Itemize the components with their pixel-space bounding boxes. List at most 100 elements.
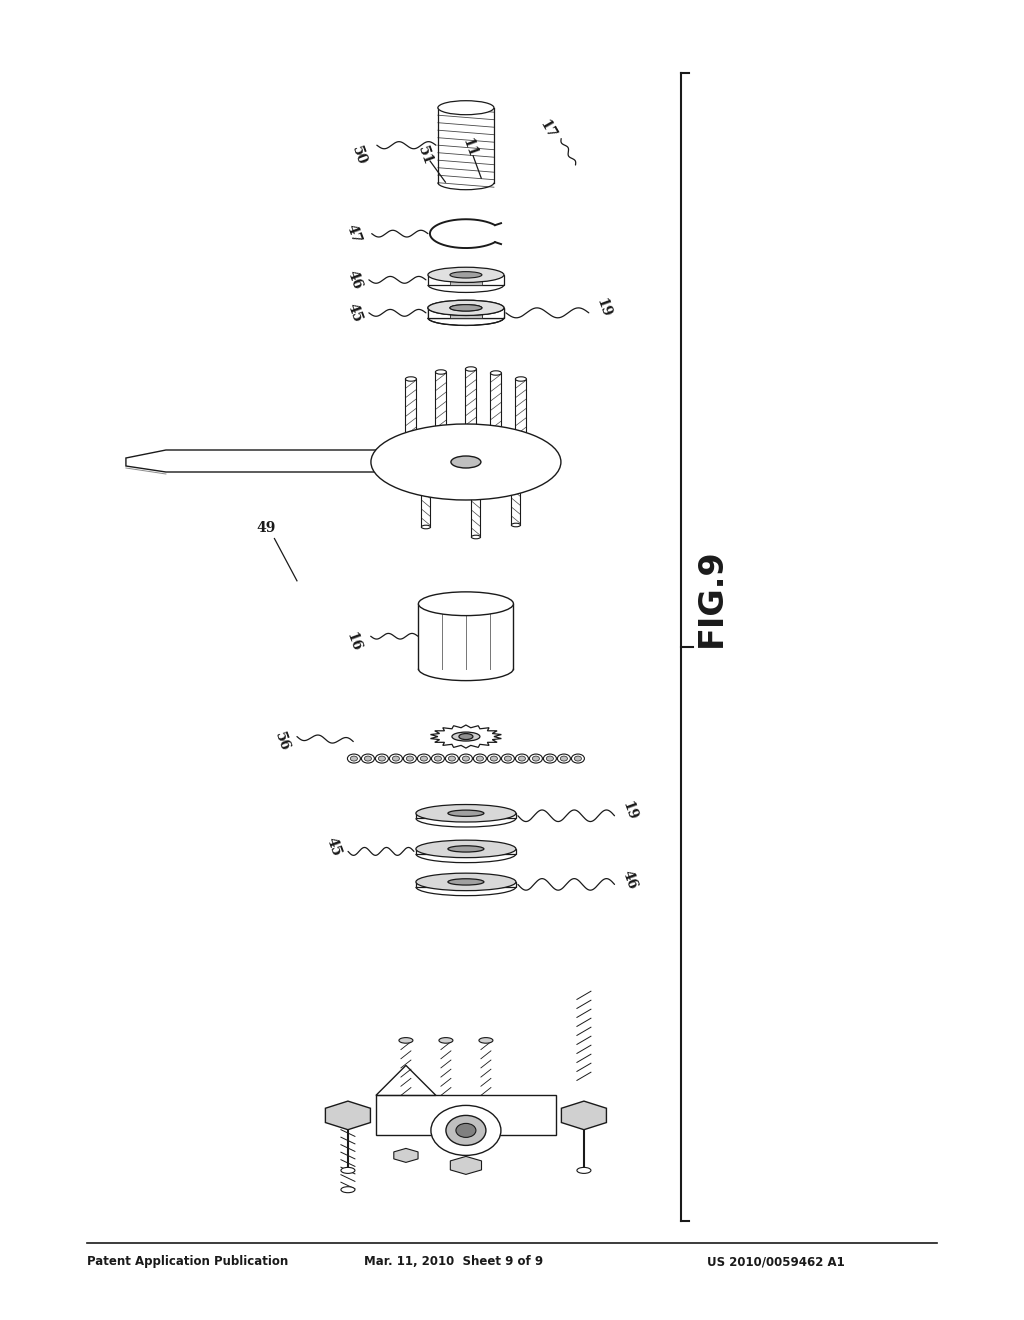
- Ellipse shape: [422, 525, 430, 529]
- Ellipse shape: [447, 846, 484, 851]
- Polygon shape: [430, 725, 502, 748]
- Ellipse shape: [505, 756, 511, 762]
- Ellipse shape: [341, 1187, 355, 1193]
- Ellipse shape: [350, 756, 357, 762]
- Ellipse shape: [490, 371, 502, 375]
- Text: 49: 49: [257, 521, 275, 535]
- Text: 45: 45: [324, 836, 343, 858]
- Ellipse shape: [577, 1167, 591, 1173]
- Ellipse shape: [502, 754, 514, 763]
- Ellipse shape: [399, 1038, 413, 1043]
- Ellipse shape: [447, 810, 484, 816]
- Ellipse shape: [544, 754, 556, 763]
- Text: 47: 47: [344, 222, 364, 246]
- Bar: [428, 275, 504, 285]
- Polygon shape: [326, 1101, 371, 1130]
- Bar: [447, 882, 484, 887]
- Bar: [416, 849, 516, 854]
- Text: 50: 50: [349, 144, 369, 166]
- Text: 16: 16: [343, 630, 364, 652]
- Text: 19: 19: [594, 297, 613, 319]
- Ellipse shape: [476, 756, 483, 762]
- Ellipse shape: [416, 840, 516, 858]
- Ellipse shape: [479, 1038, 493, 1043]
- Ellipse shape: [449, 756, 456, 762]
- Ellipse shape: [445, 754, 459, 763]
- Ellipse shape: [459, 734, 473, 739]
- Ellipse shape: [392, 756, 399, 762]
- Text: 45: 45: [344, 301, 364, 325]
- Text: 11: 11: [459, 136, 479, 160]
- Ellipse shape: [445, 1115, 486, 1146]
- Ellipse shape: [407, 756, 414, 762]
- Ellipse shape: [438, 100, 494, 115]
- Ellipse shape: [416, 804, 516, 822]
- Text: 46: 46: [620, 869, 639, 891]
- Bar: [450, 308, 482, 318]
- Ellipse shape: [431, 754, 444, 763]
- Ellipse shape: [418, 754, 430, 763]
- Polygon shape: [376, 1065, 436, 1096]
- Ellipse shape: [547, 756, 553, 762]
- Bar: [416, 813, 516, 818]
- Ellipse shape: [341, 1167, 355, 1173]
- Ellipse shape: [466, 367, 476, 371]
- Polygon shape: [126, 450, 381, 473]
- Bar: [428, 308, 504, 318]
- Ellipse shape: [365, 756, 372, 762]
- Polygon shape: [451, 1156, 481, 1175]
- Ellipse shape: [379, 756, 385, 762]
- Ellipse shape: [490, 756, 498, 762]
- Ellipse shape: [406, 376, 417, 381]
- Bar: [376, 1096, 556, 1135]
- Text: 46: 46: [344, 268, 364, 292]
- Bar: [447, 849, 484, 854]
- Text: 19: 19: [620, 800, 639, 822]
- Text: Mar. 11, 2010  Sheet 9 of 9: Mar. 11, 2010 Sheet 9 of 9: [364, 1255, 543, 1269]
- Ellipse shape: [456, 1123, 476, 1138]
- Ellipse shape: [487, 754, 501, 763]
- Ellipse shape: [431, 1105, 501, 1155]
- Ellipse shape: [557, 754, 570, 763]
- Ellipse shape: [428, 267, 504, 282]
- Ellipse shape: [450, 272, 482, 279]
- Bar: [447, 813, 484, 818]
- Text: 17: 17: [537, 117, 559, 141]
- Ellipse shape: [403, 754, 417, 763]
- Ellipse shape: [460, 754, 472, 763]
- Ellipse shape: [434, 756, 441, 762]
- Ellipse shape: [511, 523, 520, 527]
- Ellipse shape: [560, 756, 567, 762]
- Ellipse shape: [574, 756, 582, 762]
- Ellipse shape: [529, 754, 543, 763]
- Bar: [428, 308, 504, 318]
- Ellipse shape: [447, 879, 484, 884]
- Text: 56: 56: [271, 730, 292, 752]
- Bar: [450, 275, 482, 285]
- Ellipse shape: [419, 591, 513, 615]
- Ellipse shape: [450, 305, 482, 312]
- Text: Patent Application Publication: Patent Application Publication: [87, 1255, 289, 1269]
- Ellipse shape: [347, 754, 360, 763]
- Ellipse shape: [518, 756, 525, 762]
- Ellipse shape: [439, 1038, 453, 1043]
- Bar: [450, 308, 482, 318]
- Ellipse shape: [371, 424, 561, 500]
- Ellipse shape: [451, 455, 481, 469]
- Polygon shape: [561, 1101, 606, 1130]
- Ellipse shape: [515, 754, 528, 763]
- Ellipse shape: [452, 733, 480, 741]
- Ellipse shape: [389, 754, 402, 763]
- Bar: [416, 882, 516, 887]
- Ellipse shape: [428, 300, 504, 315]
- Ellipse shape: [421, 756, 427, 762]
- Ellipse shape: [376, 754, 388, 763]
- Ellipse shape: [361, 754, 375, 763]
- Ellipse shape: [515, 376, 526, 381]
- Ellipse shape: [571, 754, 585, 763]
- Polygon shape: [394, 1148, 418, 1163]
- Ellipse shape: [463, 756, 469, 762]
- Ellipse shape: [471, 535, 480, 539]
- Ellipse shape: [532, 756, 540, 762]
- Ellipse shape: [435, 370, 446, 374]
